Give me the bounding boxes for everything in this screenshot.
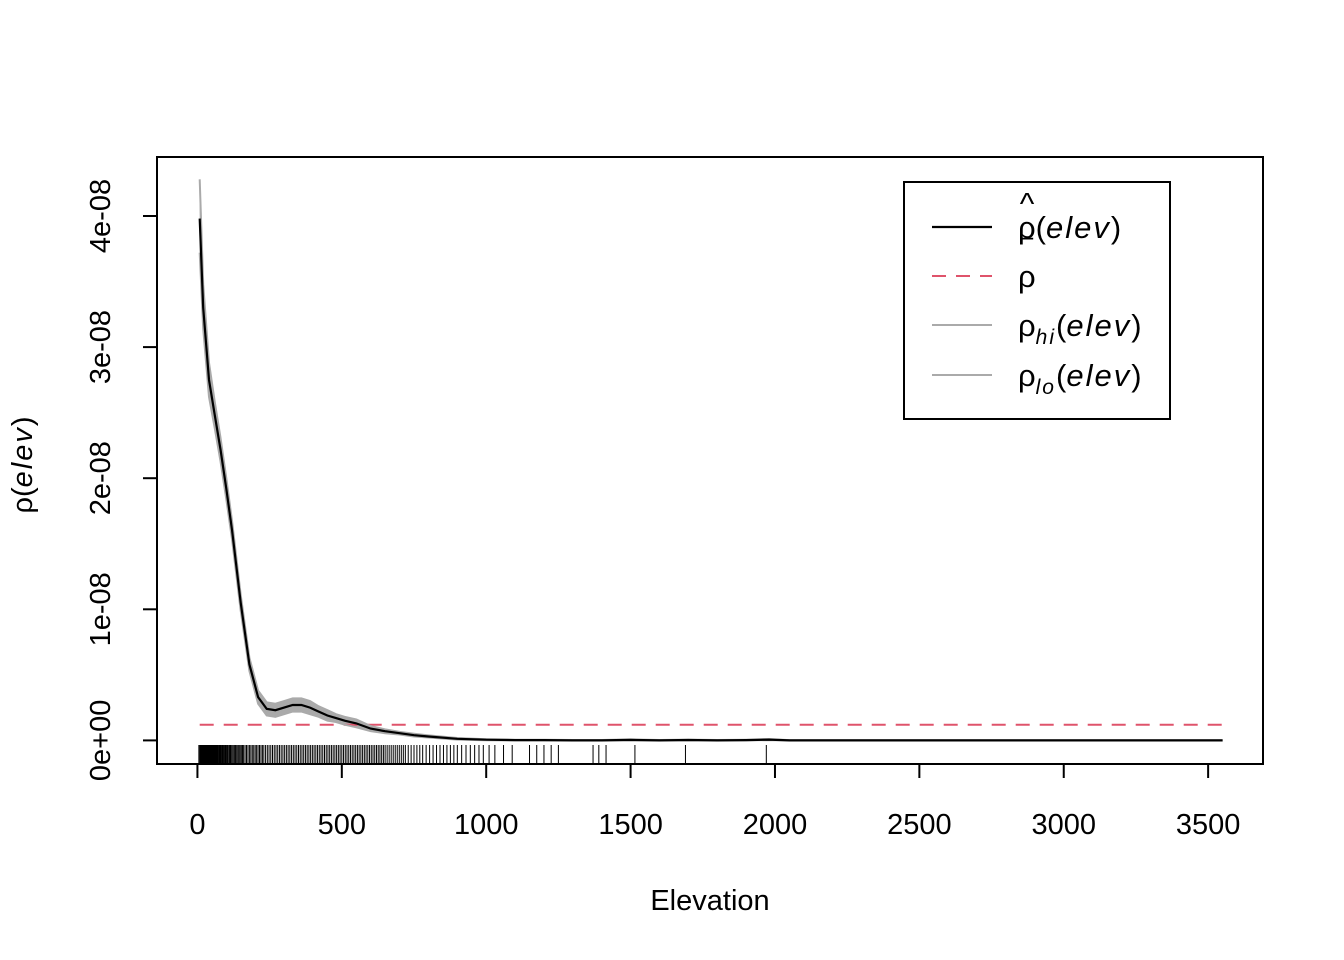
legend-var: elev (1066, 308, 1131, 343)
legend-entry-rho-hat: ^ ρ(elev) (932, 186, 1121, 245)
series-line-rho-hat (198, 218, 1223, 742)
x-axis: 0 500 1000 1500 2000 2500 3000 3500 (189, 763, 1241, 841)
legend-greek: ρ (1018, 259, 1036, 294)
legend-close: ) (1111, 210, 1121, 245)
x-tick-label: 0 (189, 809, 205, 841)
legend-open: ( (1036, 210, 1047, 245)
legend: ^ ρ(elev) ‾ ρ ρhi(elev) ρlo(elev) (903, 181, 1171, 420)
x-tick-label: 2000 (743, 809, 808, 841)
legend-sub: hi (1036, 326, 1056, 349)
legend-open: ( (1056, 358, 1067, 393)
x-tick-label: 1000 (454, 809, 519, 841)
legend-box (903, 181, 1171, 420)
legend-sub: lo (1036, 376, 1056, 399)
x-axis-title: Elevation (650, 885, 769, 917)
legend-label-rho-bar: ρ (1018, 259, 1036, 294)
legend-open: ( (1056, 308, 1067, 343)
y-tick-label: 1e-08 (85, 572, 117, 646)
legend-hat-mark: ^ (1020, 186, 1035, 221)
legend-var: elev (1046, 210, 1111, 245)
legend-close: ) (1131, 308, 1141, 343)
x-tick-label: 1500 (598, 809, 663, 841)
legend-close: ) (1131, 358, 1141, 393)
legend-var: elev (1066, 358, 1131, 393)
plot-frame (156, 156, 1264, 765)
rug-marks (198, 744, 767, 764)
legend-entry-rho-lo: ρlo(elev) (932, 358, 1142, 399)
x-tick-label: 3000 (1031, 809, 1096, 841)
y-axis-title: ρ(elev) (7, 416, 39, 513)
y-axis-title-close: ) (7, 416, 39, 426)
legend-entry-rho-hi: ρhi(elev) (932, 308, 1142, 349)
y-tick-label: 3e-08 (85, 310, 117, 384)
y-axis-title-open: ( (7, 487, 39, 497)
x-tick-label: 500 (318, 809, 366, 841)
y-tick-label: 4e-08 (85, 179, 117, 253)
legend-label-rho-hat: ρ(elev) (1018, 210, 1121, 245)
legend-greek: ρ (1018, 308, 1036, 343)
y-axis-title-var: elev (7, 426, 39, 487)
y-tick-label: 2e-08 (85, 441, 117, 515)
legend-label-rho-lo: ρlo(elev) (1018, 358, 1142, 399)
legend-label-rho-hi: ρhi(elev) (1018, 308, 1142, 349)
y-tick-label: 0e+00 (85, 700, 117, 781)
y-axis: 0e+00 1e-08 2e-08 3e-08 4e-08 (85, 179, 158, 781)
y-axis-title-greek: ρ (7, 497, 39, 514)
legend-bar-mark: ‾ (1021, 234, 1034, 269)
legend-entry-rho-bar: ‾ ρ (932, 234, 1036, 294)
x-tick-label: 2500 (887, 809, 952, 841)
plot-area (156, 156, 1264, 765)
legend-greek: ρ (1018, 358, 1036, 393)
legend-greek: ρ (1018, 210, 1036, 245)
x-tick-label: 3500 (1176, 809, 1241, 841)
